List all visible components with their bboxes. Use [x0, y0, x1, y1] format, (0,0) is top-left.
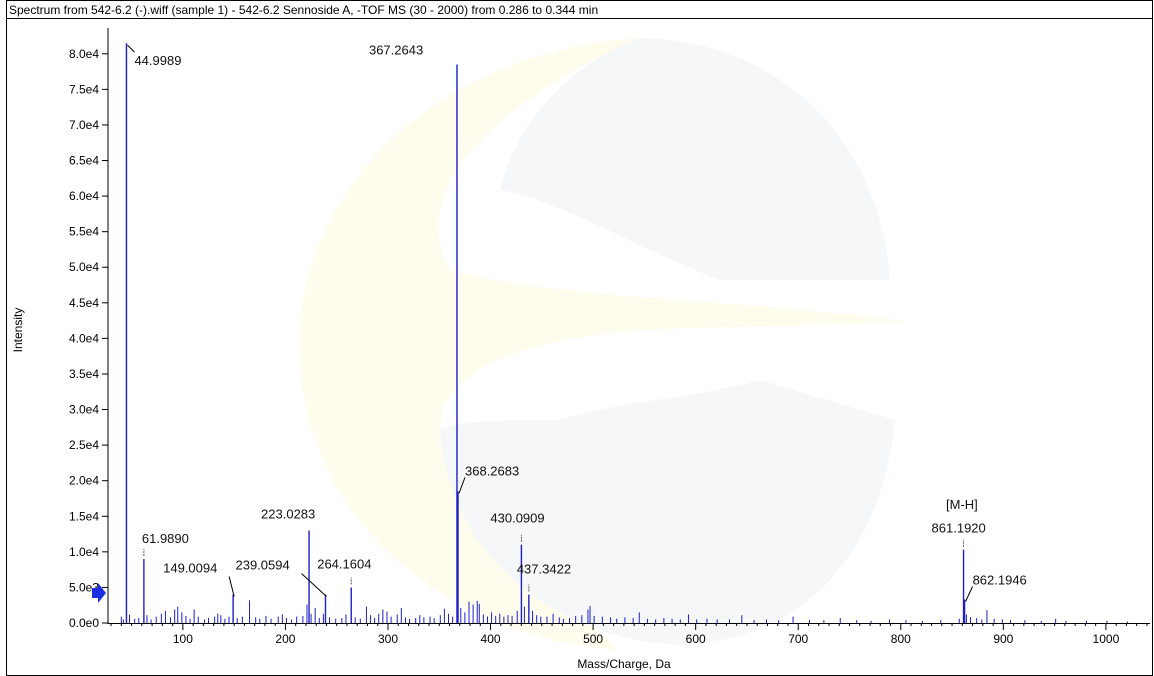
y-tick-label: 6.5e4	[69, 154, 99, 168]
x-tick-label: 900	[993, 632, 1013, 646]
x-tick-label: 200	[275, 632, 295, 646]
x-tick-label: 1000	[1093, 632, 1120, 646]
y-tick-label: 5.0e4	[69, 260, 99, 274]
labeled-peaks	[125, 43, 966, 623]
y-tick-label: 7.5e4	[69, 82, 99, 96]
peak-label-leader	[301, 573, 327, 597]
y-tick-label: 5.0e3	[69, 580, 99, 594]
x-tick-label: 600	[686, 632, 706, 646]
peak-label: 367.2643	[369, 42, 423, 57]
x-axis-label: Mass/Charge, Da	[577, 657, 671, 671]
minor-peaks	[120, 600, 1128, 623]
peak-labels: 44.9989 61.9890 149.0094 223.0283 239.0594 26…	[127, 42, 1027, 602]
y-tick-label: 1.5e4	[69, 509, 99, 523]
peak-label-leader	[127, 44, 135, 53]
peak-label: 264.1604	[317, 556, 371, 571]
chart-title: Spectrum from 542-6.2 (-).wiff (sample 1…	[9, 3, 598, 17]
peak-label-leader	[965, 586, 974, 602]
x-tick-label: 800	[891, 632, 911, 646]
peak-label: 862.1946	[973, 573, 1027, 588]
axes: 0.0e0 5.0e3 1.0e4 1.5e4 2.0e4 2.5e4 3.0e4 3.5e4…	[69, 28, 1150, 646]
y-tick-label: 8.0e4	[69, 47, 99, 61]
threshold-arrow-icon	[92, 583, 106, 603]
y-tick-label: 4.5e4	[69, 296, 99, 310]
peak-label: 368.2683	[465, 463, 519, 478]
y-tick-label: 2.5e4	[69, 438, 99, 452]
peak-label: 149.0094	[163, 561, 217, 576]
y-tick-label: 6.0e4	[69, 189, 99, 203]
peak-label: 861.1920	[932, 521, 986, 536]
y-tick-label: 0.0e0	[69, 616, 99, 630]
watermark-logo	[299, 38, 911, 650]
y-tick-label: 7.0e4	[69, 118, 99, 132]
m-h-annotation: [M-H]	[946, 497, 978, 512]
y-tick-label: 2.0e4	[69, 474, 99, 488]
y-tick-label: 3.5e4	[69, 367, 99, 381]
y-tick-label: 3.0e4	[69, 403, 99, 417]
y-axis-label: Intensity	[11, 308, 25, 353]
y-tick-label: 1.0e4	[69, 545, 99, 559]
x-tick-label: 700	[788, 632, 808, 646]
peak-label: 223.0283	[261, 507, 315, 522]
peak-label: 61.9890	[142, 531, 189, 546]
peak-label: 239.0594	[235, 558, 289, 573]
peak-label: 437.3422	[517, 562, 571, 577]
x-tick-label: 400	[481, 632, 501, 646]
x-tick-label: 500	[583, 632, 603, 646]
peak-label: 44.9989	[134, 53, 181, 68]
x-tick-label: 300	[378, 632, 398, 646]
peak-label-leader	[228, 576, 235, 597]
peak-label-leader	[458, 477, 466, 494]
x-tick-label: 100	[173, 632, 193, 646]
peak-label: 430.0909	[490, 511, 544, 526]
y-tick-label: 5.5e4	[69, 225, 99, 239]
y-tick-label: 4.0e4	[69, 331, 99, 345]
